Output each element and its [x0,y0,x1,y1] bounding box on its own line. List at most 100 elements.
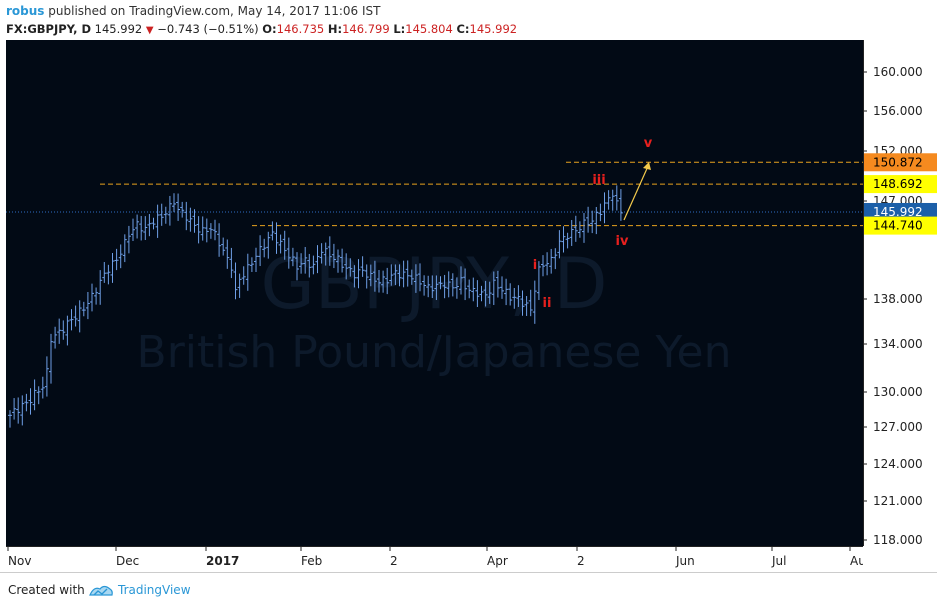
ohlc-bar [69,309,74,331]
ohlc-bar [368,264,373,287]
ohlc-bar [229,247,234,279]
time-tick-label: Au [850,554,863,568]
ohlc-bar [520,290,525,316]
ohlc-bar [524,296,529,316]
ohlc-bar [561,226,566,253]
chart-header: robus published on TradingView.com, May … [0,0,937,40]
ohlc-bar [331,243,336,269]
time-tick-label: 2 [390,554,398,568]
ohlc-bar [385,267,390,295]
ohlc-bar [192,209,197,233]
price-chart[interactable]: GBPJPY, D British Pound/Japanese Yen iii… [6,40,863,546]
arrow-head-icon [643,162,651,170]
time-tick-label: Nov [8,554,31,568]
ohlc-bar [565,232,570,249]
ohlc-bar [98,270,103,305]
time-axis[interactable]: Nov Dec 2017 Feb 2 Apr 2 Jun Jul Au [6,546,866,573]
ohlc-bar [159,203,164,226]
low-value: 145.804 [405,22,453,36]
ohlc-bar [422,275,427,296]
high-label: H: [327,22,343,36]
ohlc-bar [122,234,127,263]
ohlc-bar [131,218,135,242]
close-value: 145.992 [469,22,518,36]
ohlc-bar [213,219,217,241]
price-axis[interactable]: 160.000 156.000 152.000 147.000 138.000 134.0… [863,40,937,547]
ohlc-bar [618,189,623,221]
time-tick-label: Apr [487,554,508,568]
ohlc-bar [413,264,418,293]
symbol-name: FX:GBPJPY, D [6,22,92,36]
ohlc-bar [528,289,533,317]
ohlc-bar [110,252,115,283]
ohlc-bar [143,216,148,240]
ohlc-bar [590,210,595,234]
ohlc-bar [12,398,17,420]
ohlc-bar [336,249,340,273]
ohlc-bar [360,256,365,277]
last-price: 145.992 [94,22,143,36]
ohlc-bar [512,287,517,309]
ohlc-bar [180,201,185,218]
ohlc-bar [405,260,410,287]
ohlc-bar [65,315,70,346]
ohlc-bar [57,318,62,344]
ohlc-bar [479,285,484,302]
axis-corner [863,546,937,572]
time-axis-scale[interactable]: Nov Dec 2017 Feb 2 Apr 2 Jun Jul Au [6,547,866,573]
ohlc-bar [442,274,447,299]
ohlc-bar [340,248,345,273]
price-label-badge [864,153,937,172]
ohlc-bar [81,301,86,317]
ohlc-bar [475,280,480,307]
ohlc-bar [90,283,94,312]
ohlc-bar [434,275,439,301]
ohlc-bar [602,192,607,224]
price-label-badge [864,202,937,221]
ohlc-bar [270,221,275,241]
time-tick-label: 2 [577,554,585,568]
ohlc-bar [114,248,119,271]
chart-pane[interactable]: GBPJPY, D British Pound/Japanese Yen i ii… [6,40,863,546]
ohlc-bar [32,379,37,411]
ohlc-bar [463,268,468,301]
ohlc-bar [467,279,472,299]
ohlc-bar [118,244,123,269]
time-tick-label: Dec [116,554,139,568]
ohlc-bar [356,259,361,289]
ohlc-bar [225,239,230,269]
ohlc-bar [49,333,53,384]
price-tick-label: 156.000 [873,104,923,118]
close-label: C: [456,22,470,36]
ohlc-bar [516,285,521,307]
ohlc-bar [401,260,406,288]
ohlc-bar [200,216,205,241]
tradingview-brand[interactable]: TradingView [118,583,191,597]
ohlc-bar [582,212,586,243]
ohlc-bar [381,270,386,293]
ohlc-bar [311,255,316,275]
tradingview-logo-icon[interactable] [88,583,114,603]
ohlc-bar [483,280,488,307]
ohlc-bar [73,305,78,327]
ohlc-bar [196,216,201,244]
wave-label: v [644,136,653,151]
ohlc-bar [606,190,611,210]
ohlc-bar [545,252,550,276]
price-tick-label: 124.000 [873,457,923,471]
ohlc-bar [249,257,254,272]
ohlc-bar [221,237,226,256]
ohlc-bar [610,189,615,211]
ohlc-bar [327,236,332,266]
price-label-text: 148.692 [873,177,923,191]
ohlc-bar [549,248,554,274]
publisher-name[interactable]: robus [6,4,45,18]
ohlc-bar [204,218,209,243]
ohlc-bar [208,223,213,239]
ohlc-bar [487,281,492,304]
price-tick-label: 127.000 [873,420,923,434]
ohlc-bar [163,206,168,224]
ohlc-bar [426,275,431,298]
ohlc-bar [241,266,246,285]
price-axis-scale[interactable]: 160.000156.000152.000147.000138.000134.0… [863,40,937,547]
